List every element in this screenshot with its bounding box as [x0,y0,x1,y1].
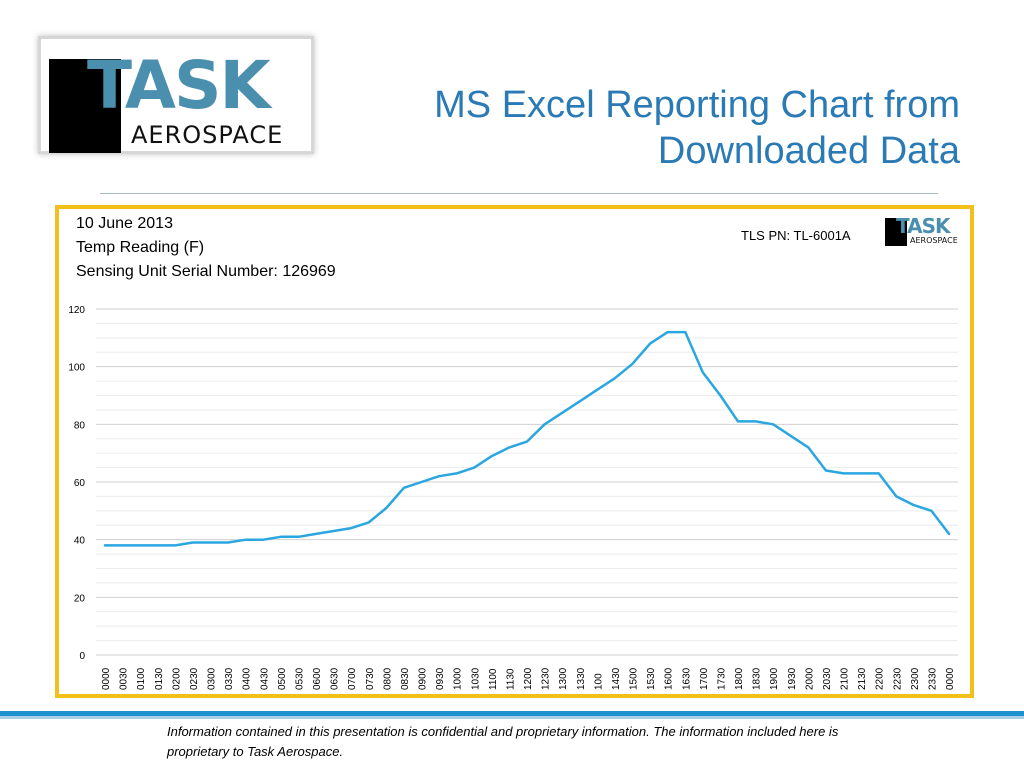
x-tick-label: 2030 [822,667,833,690]
y-tick-label: 60 [74,478,86,489]
x-tick-label: 0230 [189,667,200,690]
x-tick-label: 0730 [365,667,376,690]
x-tick-label: 100 [593,673,604,690]
x-tick-label: 2230 [892,667,903,690]
x-tick-label: 0200 [171,667,182,690]
y-tick-label: 0 [79,651,85,662]
chart-gridlines [96,308,958,656]
tls-part-number: TLS PN: TL-6001A [741,228,851,243]
x-tick-label: 1630 [681,667,692,690]
x-tick-label: 1300 [558,667,569,690]
chart-date: 10 June 2013 [76,215,173,232]
x-tick-label: 1500 [629,667,640,690]
x-tick-label: 0300 [207,667,218,690]
x-tick-label: 0400 [242,667,253,690]
x-tick-label: 2130 [857,667,868,690]
x-tick-label: 1700 [699,667,710,690]
logo-black-block [49,59,121,153]
x-tick-label: 1900 [769,667,780,690]
x-tick-label: 1000 [453,667,464,690]
mini-logo-subtitle: AEROSPACE [910,236,958,245]
x-tick-label: 0430 [259,667,270,690]
x-tick-label: 1530 [646,667,657,690]
mini-logo-wordmark: TASK [896,214,950,238]
footer-band-light [0,716,1024,719]
slide-title-line-2: Downloaded Data [657,130,960,172]
x-tick-label: 0030 [119,667,130,690]
x-tick-label: 0930 [435,667,446,690]
x-tick-label: 0530 [294,667,305,690]
company-logo: TASK AEROSPACE [38,36,314,154]
logo-subtitle: AEROSPACE [131,121,284,149]
y-tick-label: 20 [74,593,86,604]
x-tick-label: 0600 [312,667,323,690]
chart-reading-label: Temp Reading (F) [76,239,205,256]
x-tick-label: 1330 [576,667,587,690]
x-tick-label: 0500 [277,667,288,690]
x-tick-label: 1200 [523,667,534,690]
x-tick-label: 2200 [875,667,886,690]
footer-band [0,711,1024,716]
x-tick-label: 0100 [136,667,147,690]
x-tick-label: 1130 [505,668,516,690]
mini-logo-black-block [885,218,907,246]
x-tick-label: 0630 [330,667,341,690]
x-tick-label: 1430 [611,667,622,690]
chart-serial-number: Sensing Unit Serial Number: 126969 [76,263,336,280]
x-axis-tick-labels: 0000 0030 0100 0130 0200 0230 0300 0330 0400 0430… [101,667,956,690]
x-tick-label: 0700 [347,667,358,690]
x-tick-label: 0000 [101,667,112,690]
y-axis-tick-labels: 0 20 40 60 80 100 120 [68,305,85,662]
x-tick-label: 0330 [224,667,235,690]
x-tick-label: 1600 [664,667,675,690]
x-tick-label: 2100 [840,667,851,690]
x-tick-label: 2330 [927,667,938,690]
x-tick-label: 1800 [734,667,745,690]
x-tick-label: 0130 [154,667,165,690]
slide-title: MS Excel Reporting Chart from Downloaded… [360,82,960,174]
mini-logo: TASK AEROSPACE [884,216,968,248]
x-tick-label: 1030 [470,667,481,690]
chart-series [103,330,951,547]
y-tick-label: 120 [68,305,85,316]
confidentiality-notice: Information contained in this presentati… [167,724,839,759]
x-tick-label: 1100 [488,668,499,690]
chart-frame [55,205,974,698]
x-tick-label: 0900 [418,667,429,690]
x-tick-label: 1230 [541,667,552,690]
logo-wordmark: TASK [87,47,271,124]
x-tick-label: 2300 [910,667,921,690]
x-tick-label: 2000 [804,667,815,690]
x-tick-label: 0000 [945,667,956,690]
x-tick-label: 1730 [716,667,727,690]
chart-info: 10 June 2013 Temp Reading (F) Sensing Un… [76,212,336,284]
y-tick-label: 80 [74,420,86,431]
x-tick-label: 1930 [787,667,798,690]
temperature-series-line [103,330,951,547]
slide-title-line-1: MS Excel Reporting Chart from [434,84,960,126]
y-tick-label: 40 [74,536,86,547]
y-tick-label: 100 [68,363,85,374]
x-tick-label: 0800 [382,667,393,690]
x-tick-label: 0830 [400,667,411,690]
title-divider [100,193,938,194]
x-tick-label: 1830 [752,667,763,690]
